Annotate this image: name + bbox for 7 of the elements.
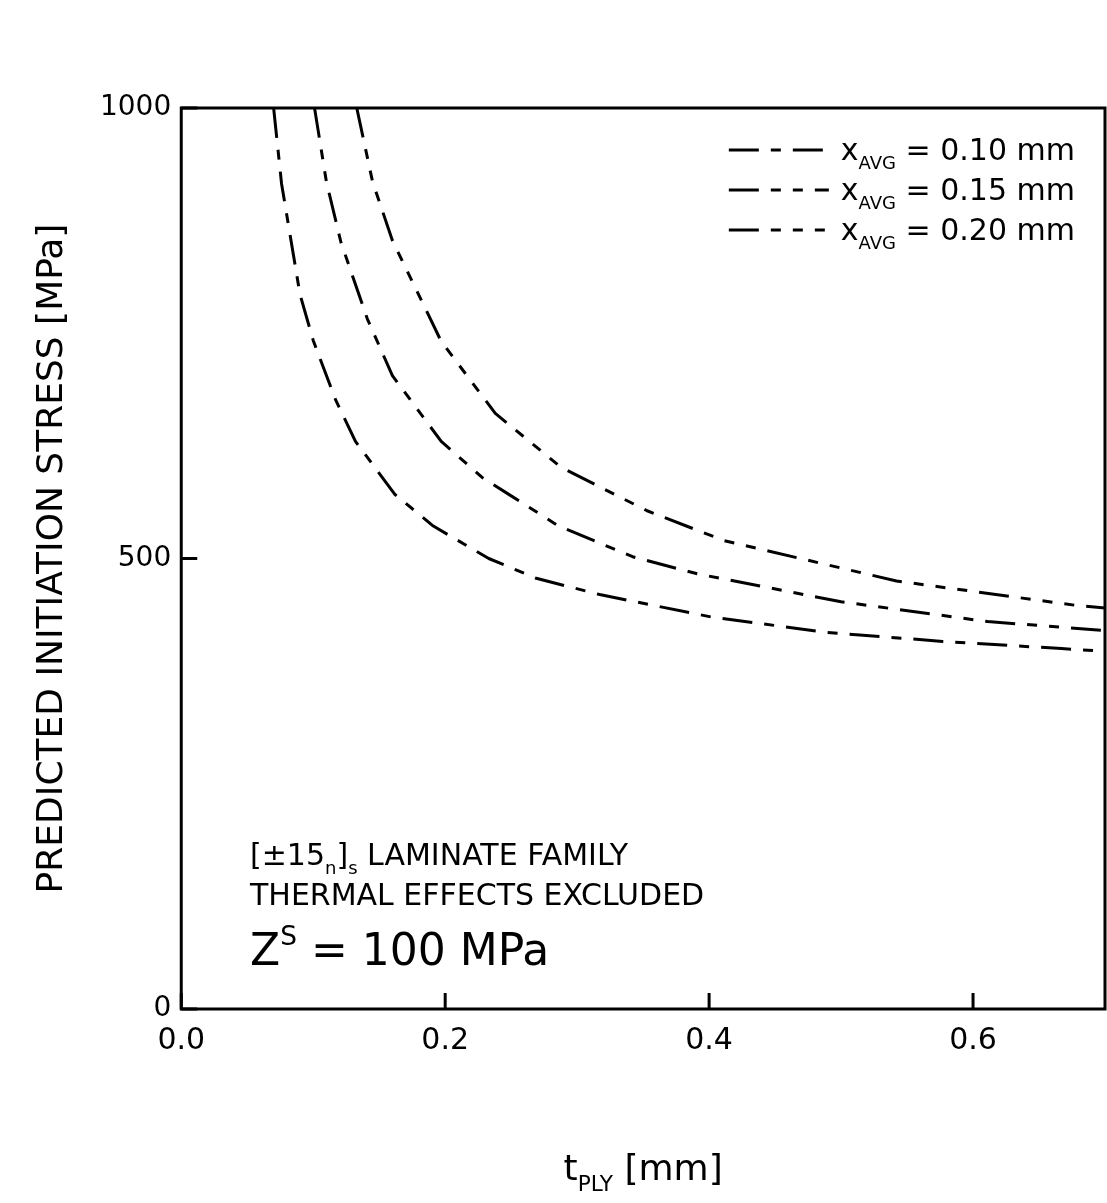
y-tick-label: 1000 — [99, 89, 172, 123]
x-tick-label: 0.4 — [685, 1020, 733, 1056]
x-tick-label: 0.6 — [949, 1020, 997, 1056]
annotation: THERMAL EFFECTS EXCLUDED — [249, 877, 705, 912]
y-axis-title: PREDICTED INITIATION STRESS [MPa] — [29, 223, 70, 894]
x-tick-label: 0.2 — [421, 1020, 470, 1056]
y-tick-label: 500 — [117, 539, 172, 573]
